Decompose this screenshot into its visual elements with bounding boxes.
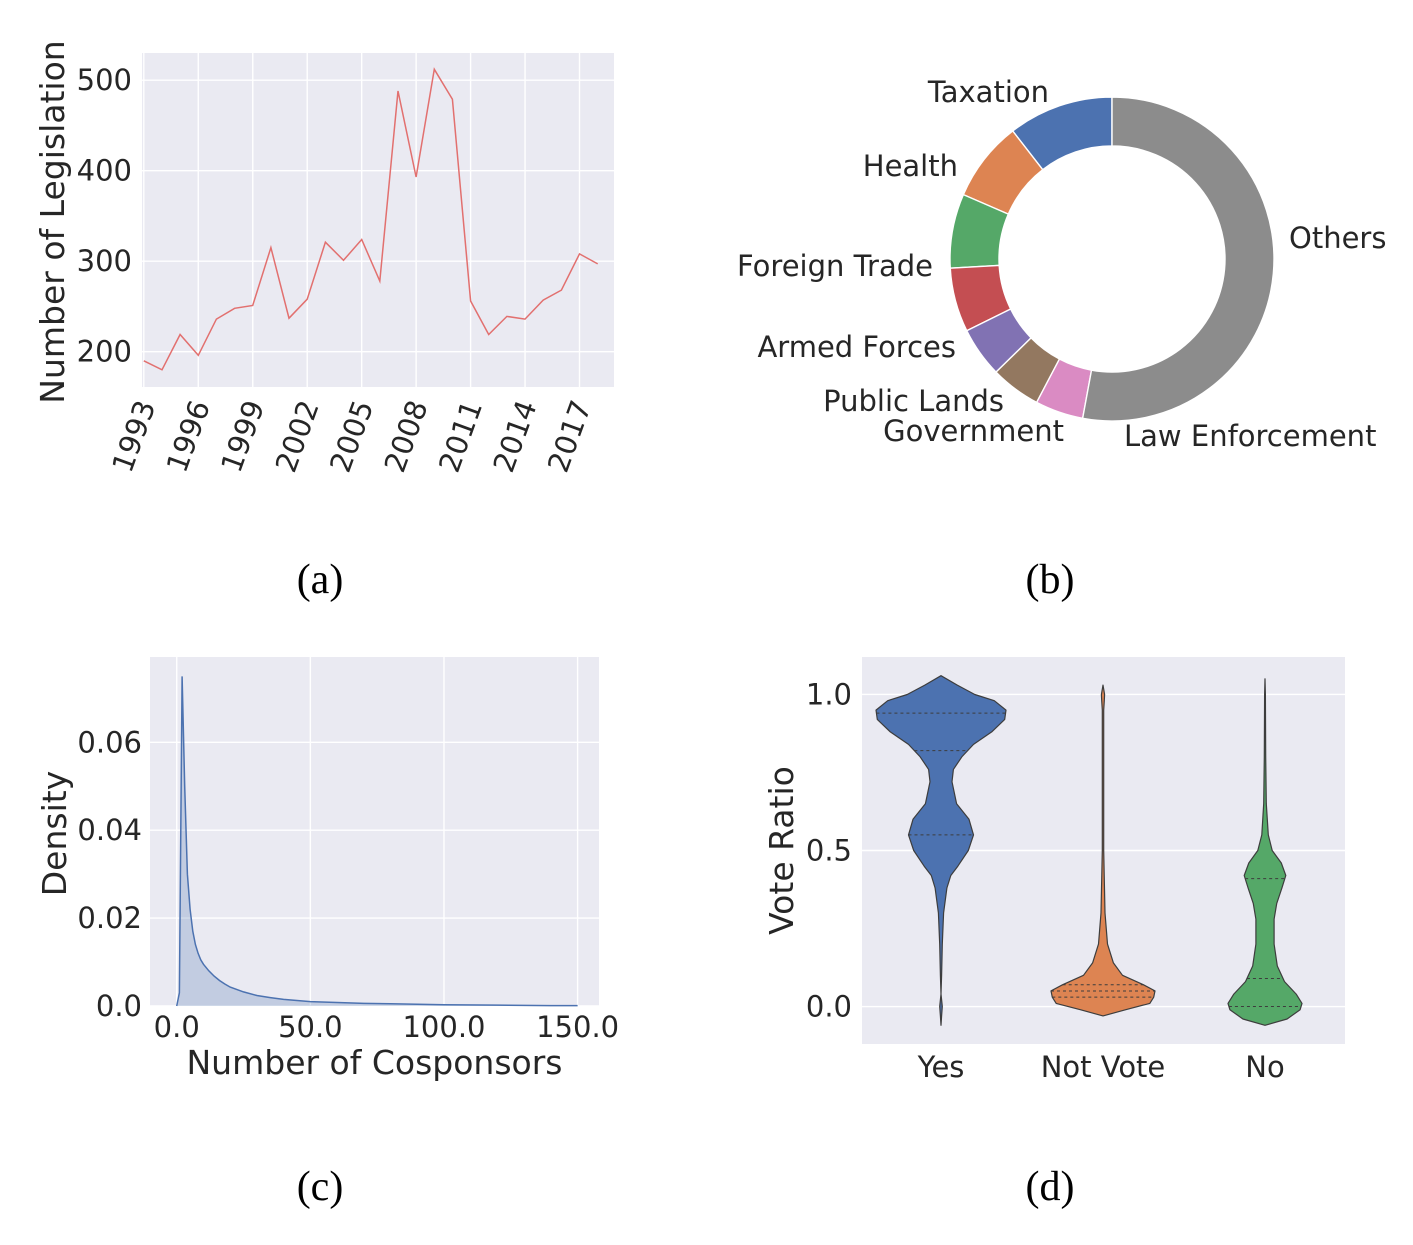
caption-d: (d) — [1026, 1164, 1075, 1210]
slice-label: Taxation — [927, 75, 1049, 109]
x-tick-label: Yes — [917, 1050, 965, 1084]
y-tick-label: 0.0 — [96, 989, 142, 1023]
slice-label: Health — [863, 149, 958, 183]
slice-label: Armed Forces — [757, 330, 956, 364]
y-tick-label: 400 — [77, 154, 132, 188]
caption-c: (c) — [297, 1164, 344, 1210]
y-tick-label: 200 — [77, 335, 132, 369]
x-tick-label: 1993 — [105, 396, 162, 477]
y-tick-label: 0.06 — [77, 725, 142, 759]
panel-d-violin-chart: 0.0 0.5 1.0 Yes Not Vote No Vote Ratio (d) — [762, 657, 1345, 1210]
slice-label: Law Enforcement — [1124, 419, 1376, 453]
x-tick-label: 2017 — [541, 396, 598, 477]
slice-label: Others — [1289, 221, 1386, 255]
series-line — [143, 67, 599, 371]
x-tick-label: 100.0 — [402, 1010, 485, 1044]
violin-body — [1227, 678, 1303, 1026]
x-tick-label: Not Vote — [1041, 1050, 1166, 1084]
y-tick-label: 0.5 — [806, 834, 852, 868]
y-axis-label: Vote Ratio — [762, 766, 801, 935]
x-axis-label: Number of Cosponsors — [187, 1043, 563, 1082]
y-axis-label: Density — [35, 771, 74, 896]
plot-area — [150, 657, 599, 1006]
x-tick-label: 2011 — [432, 396, 489, 477]
x-tick-label: 2002 — [269, 396, 326, 477]
y-tick-label: 0.0 — [806, 990, 852, 1024]
y-tick-label: 0.04 — [77, 813, 142, 847]
density-line — [175, 676, 578, 1007]
slice-label: Government — [883, 414, 1064, 448]
y-tick-label: 0.02 — [77, 901, 142, 935]
panel-b-donut-chart: Taxation Health Foreign Trade Armed Forces P… — [737, 75, 1386, 603]
x-tick-label: 50.0 — [278, 1010, 343, 1044]
x-tick-label: 150.0 — [536, 1010, 619, 1044]
x-tick-label: 2005 — [323, 396, 380, 477]
y-tick-label: 300 — [77, 244, 132, 278]
violin-body — [875, 675, 1007, 1026]
x-tick-label: No — [1245, 1050, 1284, 1084]
caption-b: (b) — [1026, 557, 1075, 603]
donut-slice — [1081, 96, 1275, 422]
y-tick-label: 1.0 — [806, 677, 852, 711]
plot-area — [142, 53, 614, 387]
y-axis-label: Number of Legislation — [33, 40, 72, 403]
slice-label: Public Lands — [823, 384, 1004, 418]
x-tick-label: 2008 — [378, 396, 435, 477]
x-tick-label: 1996 — [160, 396, 217, 477]
caption-a: (a) — [297, 557, 344, 603]
slice-label: Foreign Trade — [737, 249, 933, 283]
x-tick-label: 2014 — [486, 396, 543, 477]
y-tick-label: 500 — [77, 63, 132, 97]
x-tick-label: 1999 — [214, 396, 271, 477]
x-tick-label: 0.0 — [154, 1010, 200, 1044]
